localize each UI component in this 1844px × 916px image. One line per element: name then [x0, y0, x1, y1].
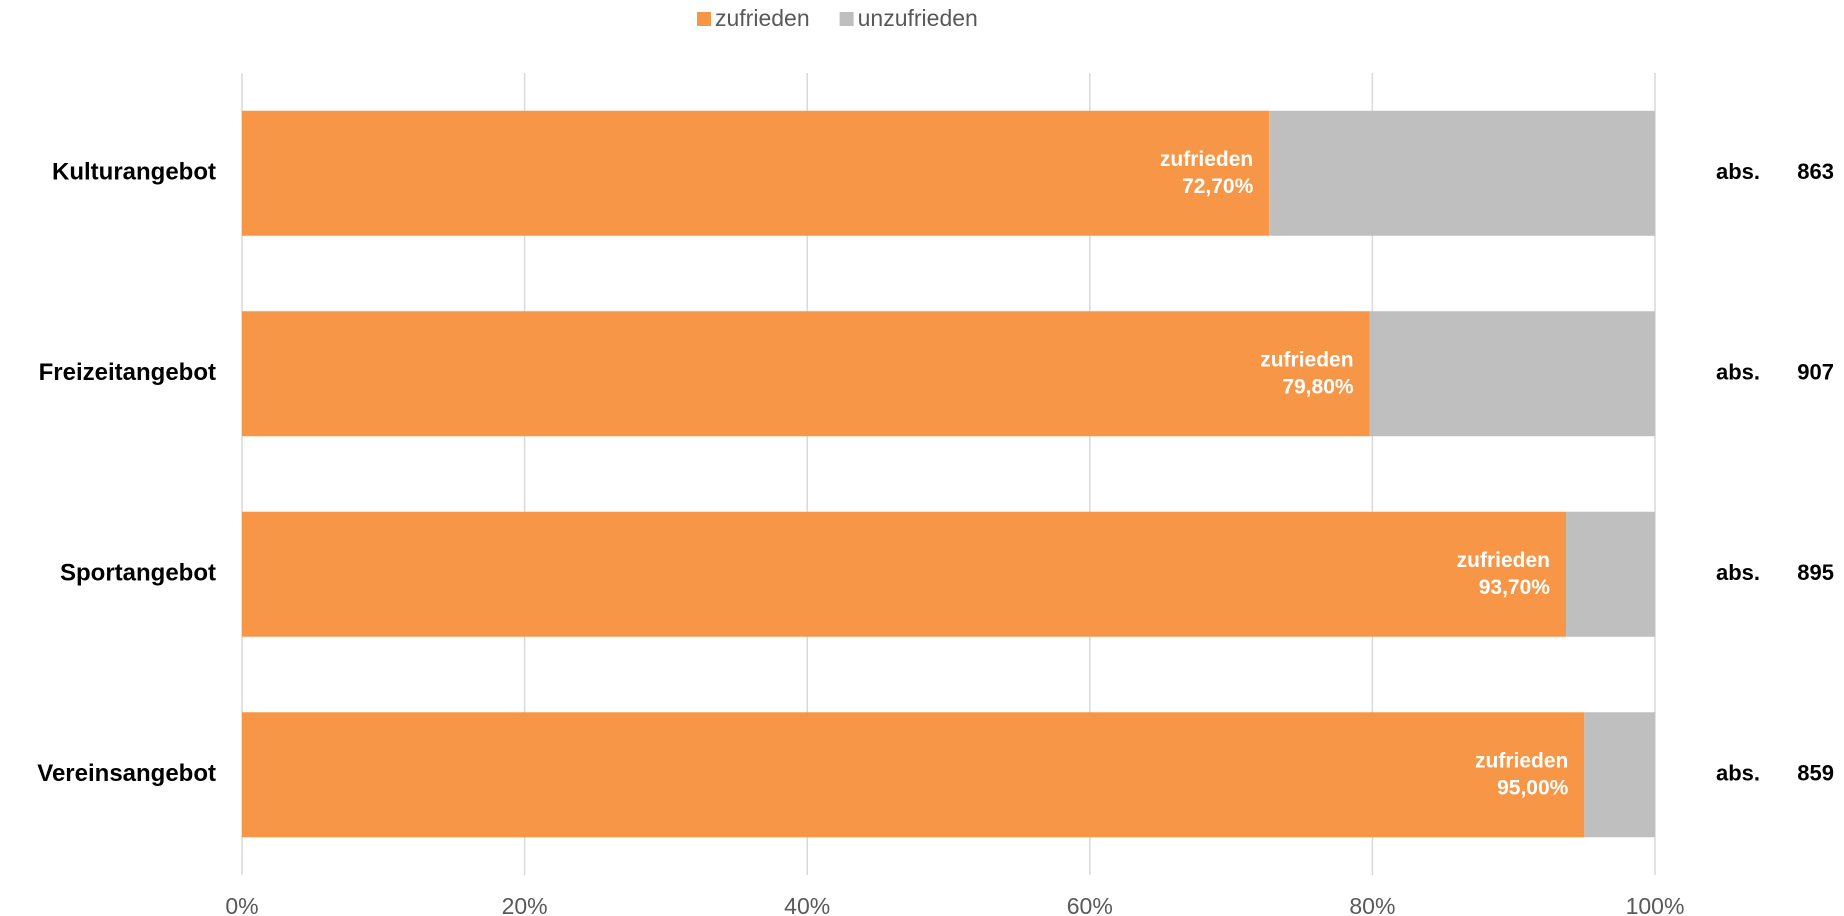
bar-segment — [242, 311, 1370, 437]
value-label-series: zufrieden — [1475, 749, 1568, 772]
value-label: 95,00% — [1497, 776, 1569, 799]
x-tick-label: 0% — [225, 893, 258, 916]
abs-value: 859 — [1797, 761, 1834, 786]
category-label: Sportangebot — [60, 560, 216, 587]
category-label: Kulturangebot — [52, 159, 216, 186]
abs-label: abs. — [1716, 159, 1760, 184]
legend-swatch — [697, 12, 711, 26]
abs-value: 907 — [1797, 360, 1834, 385]
value-label-series: zufrieden — [1160, 148, 1253, 171]
abs-label: abs. — [1716, 560, 1760, 585]
bar-segment — [1369, 311, 1655, 437]
category-label: Freizeitangebot — [39, 359, 216, 386]
x-tick-label: 20% — [502, 893, 548, 916]
abs-value: 863 — [1797, 159, 1834, 184]
value-label-series: zufrieden — [1260, 348, 1353, 371]
x-tick-label: 60% — [1067, 893, 1113, 916]
value-label: 72,70% — [1182, 175, 1254, 198]
x-tick-label: 40% — [784, 893, 830, 916]
bar-segment — [242, 110, 1270, 236]
category-label: Vereinsangebot — [37, 760, 216, 787]
bar-segment — [242, 712, 1585, 838]
x-tick-label: 100% — [1626, 893, 1685, 916]
bar-segment — [1269, 110, 1655, 236]
bar-segment — [242, 511, 1566, 637]
value-label-series: zufrieden — [1457, 549, 1550, 572]
abs-label: abs. — [1716, 360, 1760, 385]
abs-label: abs. — [1716, 761, 1760, 786]
legend-swatch — [839, 12, 854, 26]
bar-segment — [1565, 511, 1655, 637]
value-label: 93,70% — [1479, 576, 1551, 599]
bar-segment — [1584, 712, 1655, 838]
legend-label: zufrieden — [715, 5, 810, 31]
abs-value: 895 — [1797, 560, 1834, 585]
legend-label: unzufrieden — [858, 5, 978, 31]
x-tick-label: 80% — [1349, 893, 1395, 916]
value-label: 79,80% — [1282, 375, 1354, 398]
